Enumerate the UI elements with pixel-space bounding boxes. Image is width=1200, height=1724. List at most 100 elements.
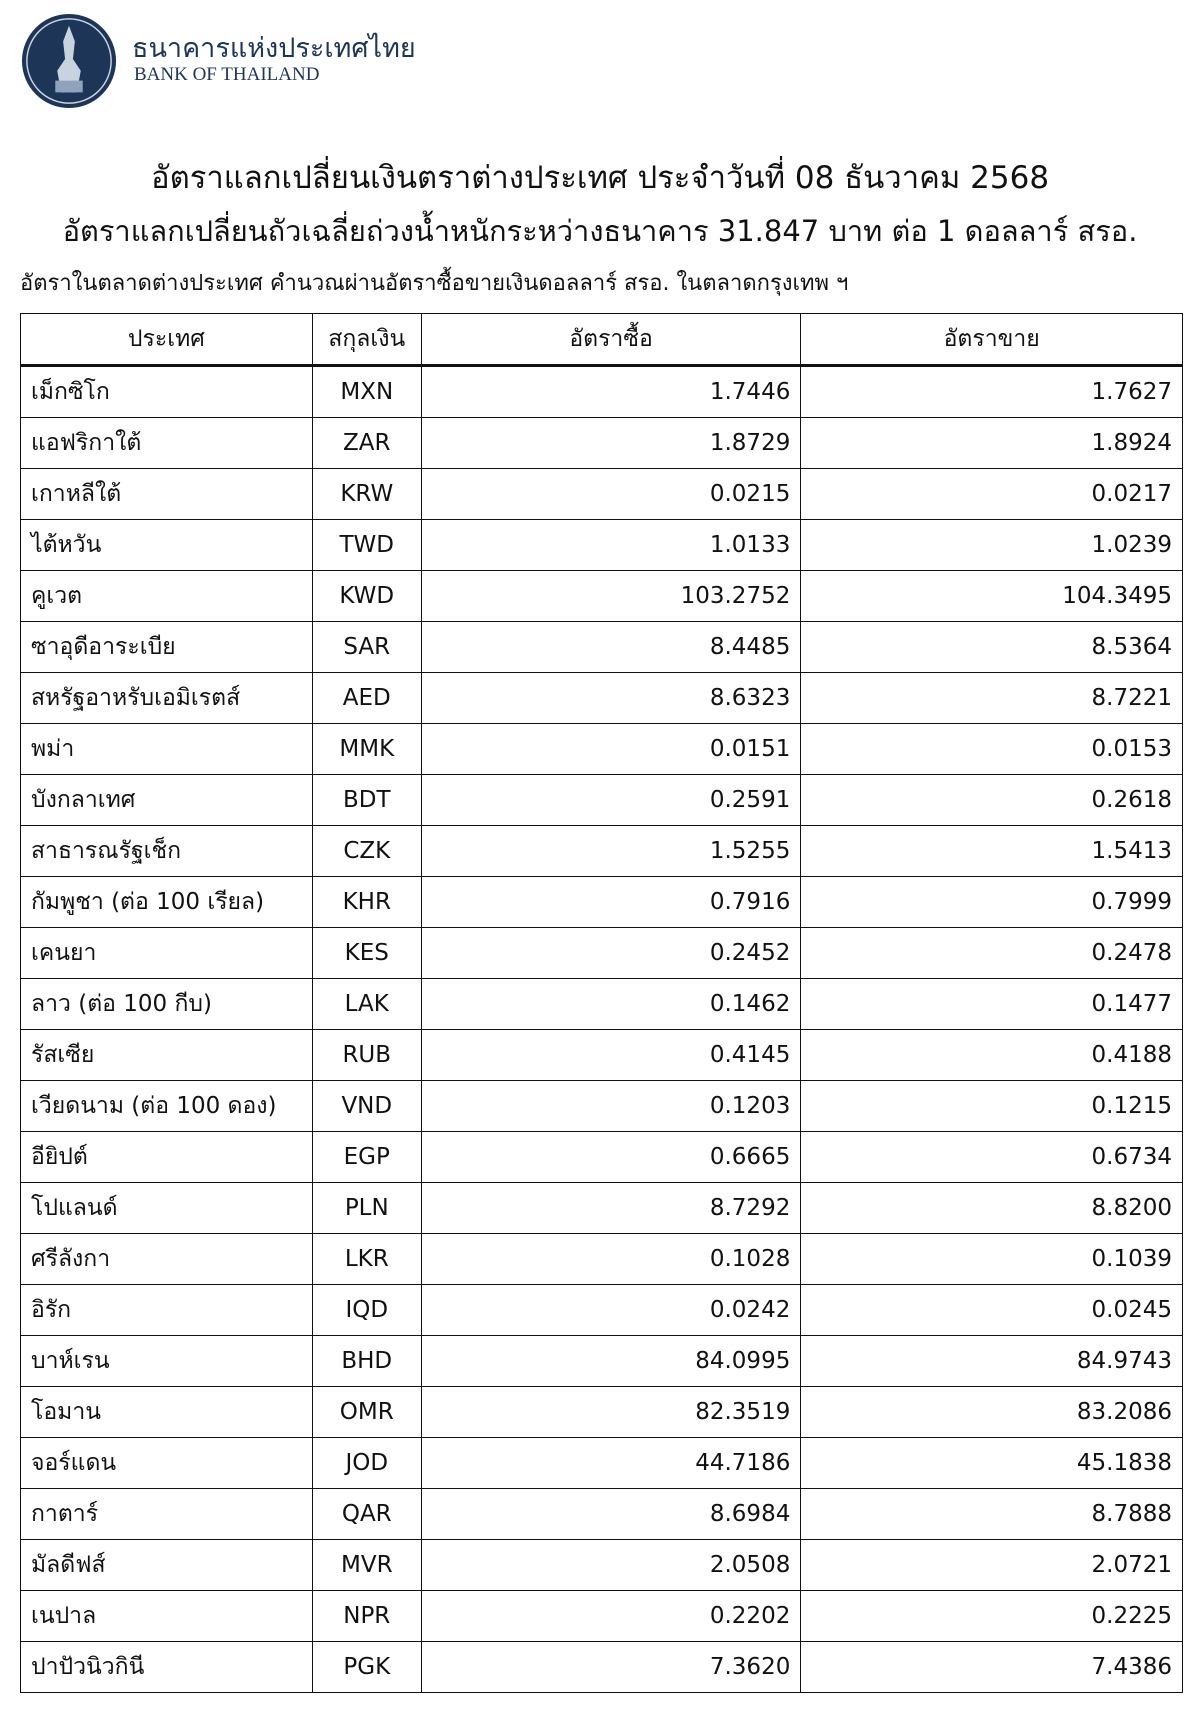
table-row: เคนยา KES 0.2452 0.2478 <box>20 927 1183 979</box>
table-row: มัลดีฟส์ MVR 2.0508 2.0721 <box>20 1539 1183 1591</box>
table-row: ลาว (ต่อ 100 กีบ) LAK 0.1462 0.1477 <box>20 978 1183 1030</box>
buying-rate-cell: 8.4485 <box>420 621 802 673</box>
buying-rate-cell: 1.8729 <box>420 417 802 469</box>
selling-rate-cell: 84.9743 <box>800 1335 1183 1387</box>
currency-code-cell: AED <box>311 672 422 724</box>
currency-code-cell: PLN <box>311 1182 422 1234</box>
buying-rate-cell: 0.1203 <box>420 1080 802 1132</box>
table-row: โปแลนด์ PLN 8.7292 8.8200 <box>20 1182 1183 1234</box>
selling-rate-cell: 0.2478 <box>800 927 1183 979</box>
country-cell: ซาอุดีอาระเบีย <box>20 621 313 673</box>
buying-rate-cell: 1.0133 <box>420 519 802 571</box>
selling-rate-cell: 0.4188 <box>800 1029 1183 1081</box>
table-row: คูเวต KWD 103.2752 104.3495 <box>20 570 1183 622</box>
country-cell: โปแลนด์ <box>20 1182 313 1234</box>
table-row: ซาอุดีอาระเบีย SAR 8.4485 8.5364 <box>20 621 1183 673</box>
currency-code-cell: LAK <box>311 978 422 1030</box>
column-header-selling-rate: อัตราขาย <box>800 313 1183 367</box>
buying-rate-cell: 1.7446 <box>420 365 802 418</box>
country-cell: สาธารณรัฐเช็ก <box>20 825 313 877</box>
selling-rate-cell: 2.0721 <box>800 1539 1183 1591</box>
currency-code-cell: VND <box>311 1080 422 1132</box>
column-header-country: ประเทศ <box>20 313 313 367</box>
country-cell: ปาปัวนิวกินี <box>20 1641 313 1693</box>
page-title: อัตราแลกเปลี่ยนเงินตราต่างประเทศ ประจำวั… <box>150 160 1050 196</box>
currency-code-cell: IQD <box>311 1284 422 1336</box>
country-cell: ไต้หวัน <box>20 519 313 571</box>
currency-code-cell: KWD <box>311 570 422 622</box>
country-cell: บาห์เรน <box>20 1335 313 1387</box>
selling-rate-cell: 0.2618 <box>800 774 1183 826</box>
table-row: ปาปัวนิวกินี PGK 7.3620 7.4386 <box>20 1641 1183 1693</box>
selling-rate-cell: 104.3495 <box>800 570 1183 622</box>
currency-code-cell: PGK <box>311 1641 422 1693</box>
selling-rate-cell: 1.8924 <box>800 417 1183 469</box>
country-cell: เม็กซิโก <box>20 365 313 418</box>
selling-rate-cell: 1.5413 <box>800 825 1183 877</box>
table-row: แอฟริกาใต้ ZAR 1.8729 1.8924 <box>20 417 1183 469</box>
country-cell: สหรัฐอาหรับเอมิเรตส์ <box>20 672 313 724</box>
table-row: จอร์แดน JOD 44.7186 45.1838 <box>20 1437 1183 1489</box>
buying-rate-cell: 44.7186 <box>420 1437 802 1489</box>
table-row: อียิปต์ EGP 0.6665 0.6734 <box>20 1131 1183 1183</box>
selling-rate-cell: 0.1039 <box>800 1233 1183 1285</box>
bank-name-thai: ธนาคารแห่งประเทศไทย <box>132 33 416 64</box>
buying-rate-cell: 1.5255 <box>420 825 802 877</box>
country-cell: เวียดนาม (ต่อ 100 ดอง) <box>20 1080 313 1132</box>
country-cell: บังกลาเทศ <box>20 774 313 826</box>
currency-code-cell: JOD <box>311 1437 422 1489</box>
country-cell: กาตาร์ <box>20 1488 313 1540</box>
currency-code-cell: SAR <box>311 621 422 673</box>
currency-code-cell: KRW <box>311 468 422 520</box>
table-row: เวียดนาม (ต่อ 100 ดอง) VND 0.1203 0.1215 <box>20 1080 1183 1132</box>
currency-code-cell: CZK <box>311 825 422 877</box>
country-cell: เกาหลีใต้ <box>20 468 313 520</box>
table-row: อิรัก IQD 0.0242 0.0245 <box>20 1284 1183 1336</box>
selling-rate-cell: 0.1477 <box>800 978 1183 1030</box>
currency-code-cell: OMR <box>311 1386 422 1438</box>
currency-code-cell: MXN <box>311 365 422 418</box>
table-row: กาตาร์ QAR 8.6984 8.7888 <box>20 1488 1183 1540</box>
selling-rate-cell: 0.0153 <box>800 723 1183 775</box>
currency-code-cell: BHD <box>311 1335 422 1387</box>
table-header-row: ประเทศ สกุลเงิน อัตราซื้อ อัตราขาย <box>20 313 1183 367</box>
country-cell: จอร์แดน <box>20 1437 313 1489</box>
currency-code-cell: MMK <box>311 723 422 775</box>
country-cell: พม่า <box>20 723 313 775</box>
buying-rate-cell: 82.3519 <box>420 1386 802 1438</box>
country-cell: โอมาน <box>20 1386 313 1438</box>
selling-rate-cell: 0.0217 <box>800 468 1183 520</box>
currency-code-cell: RUB <box>311 1029 422 1081</box>
buying-rate-cell: 2.0508 <box>420 1539 802 1591</box>
table-row: สหรัฐอาหรับเอมิเรตส์ AED 8.6323 8.7221 <box>20 672 1183 724</box>
selling-rate-cell: 0.2225 <box>800 1590 1183 1642</box>
selling-rate-cell: 8.7888 <box>800 1488 1183 1540</box>
selling-rate-cell: 8.8200 <box>800 1182 1183 1234</box>
country-cell: รัสเซีย <box>20 1029 313 1081</box>
buying-rate-cell: 84.0995 <box>420 1335 802 1387</box>
currency-code-cell: LKR <box>311 1233 422 1285</box>
page-subtitle: อัตราแลกเปลี่ยนถัวเฉลี่ยถ่วงน้ำหนักระหว่… <box>62 214 1138 248</box>
bank-of-thailand-logo <box>21 13 117 109</box>
selling-rate-cell: 7.4386 <box>800 1641 1183 1693</box>
bank-name-english: BANK OF THAILAND <box>134 64 320 85</box>
currency-code-cell: QAR <box>311 1488 422 1540</box>
buying-rate-cell: 103.2752 <box>420 570 802 622</box>
selling-rate-cell: 0.6734 <box>800 1131 1183 1183</box>
country-cell: ศรีลังกา <box>20 1233 313 1285</box>
buying-rate-cell: 0.1462 <box>420 978 802 1030</box>
selling-rate-cell: 8.7221 <box>800 672 1183 724</box>
exchange-rate-table: ประเทศ สกุลเงิน อัตราซื้อ อัตราขาย เม็กซ… <box>20 313 1183 1693</box>
country-cell: คูเวต <box>20 570 313 622</box>
buying-rate-cell: 8.6984 <box>420 1488 802 1540</box>
table-row: บาห์เรน BHD 84.0995 84.9743 <box>20 1335 1183 1387</box>
country-cell: อิรัก <box>20 1284 313 1336</box>
country-cell: กัมพูชา (ต่อ 100 เรียล) <box>20 876 313 928</box>
currency-code-cell: EGP <box>311 1131 422 1183</box>
table-row: พม่า MMK 0.0151 0.0153 <box>20 723 1183 775</box>
country-cell: เคนยา <box>20 927 313 979</box>
table-row: สาธารณรัฐเช็ก CZK 1.5255 1.5413 <box>20 825 1183 877</box>
column-header-currency: สกุลเงิน <box>311 313 422 367</box>
currency-code-cell: ZAR <box>311 417 422 469</box>
country-cell: เนปาล <box>20 1590 313 1642</box>
